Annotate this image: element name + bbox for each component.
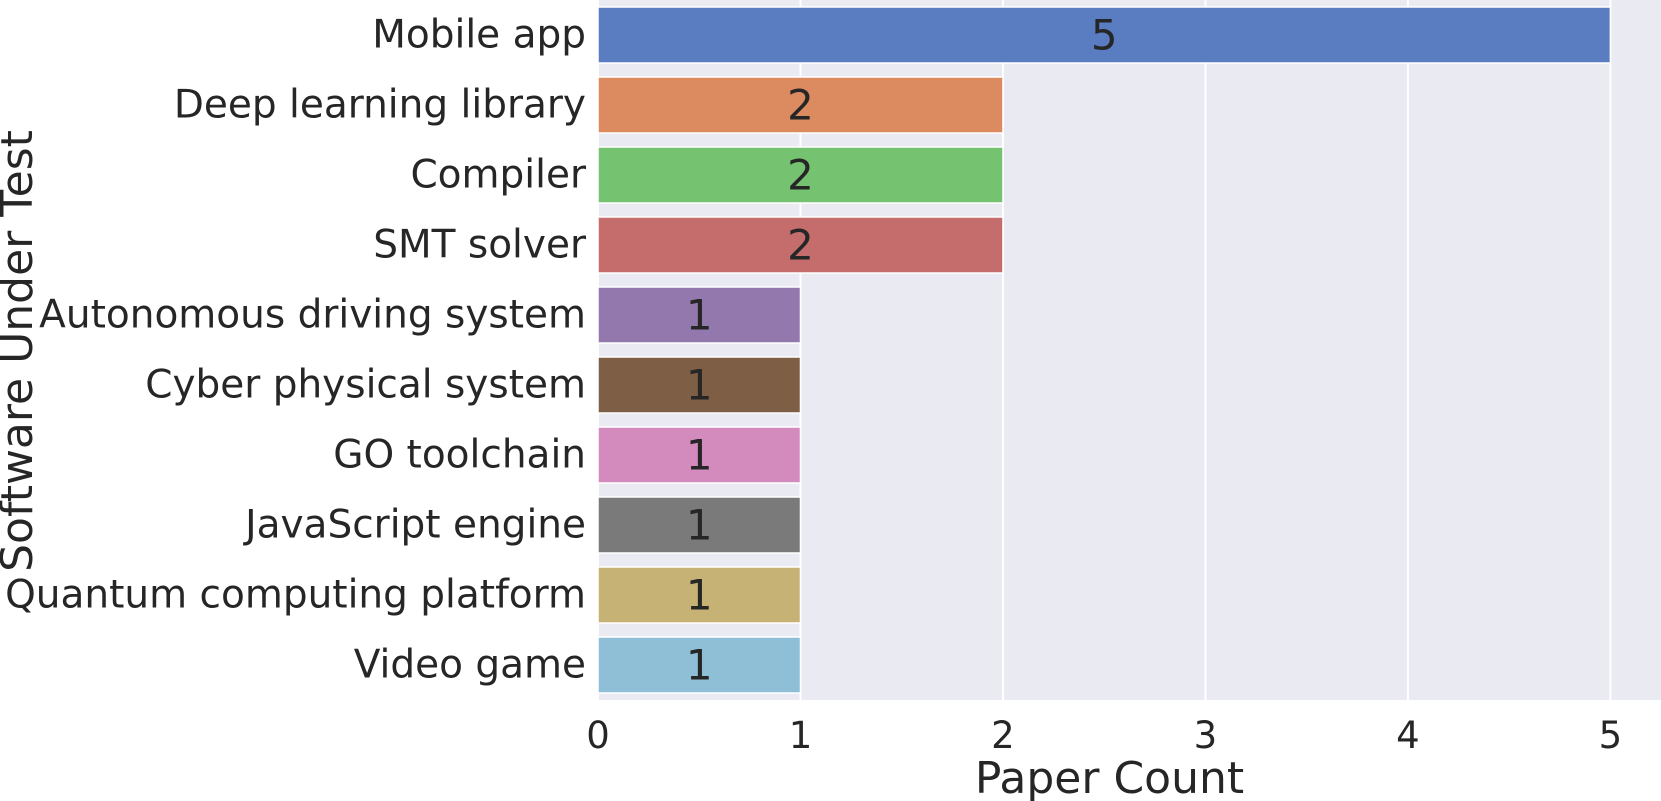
category-label: GO toolchain bbox=[333, 433, 586, 478]
category-label: Autonomous driving system bbox=[39, 293, 586, 338]
bar-value-label: 1 bbox=[686, 641, 713, 690]
y-axis-title: Software Under Test bbox=[0, 130, 43, 572]
x-tick-labels: 0 1 2 3 4 5 bbox=[586, 714, 1622, 757]
x-tick-label: 2 bbox=[991, 714, 1015, 757]
x-tick-label: 4 bbox=[1396, 714, 1420, 757]
category-label: Compiler bbox=[410, 153, 587, 198]
x-tick-label: 3 bbox=[1194, 714, 1218, 757]
bar bbox=[597, 6, 1612, 64]
bar bbox=[597, 426, 802, 484]
bar-value-label: 2 bbox=[787, 151, 814, 200]
bar-value-label: 1 bbox=[686, 361, 713, 410]
x-axis-title: Paper Count bbox=[975, 753, 1244, 801]
category-label: Quantum computing platform bbox=[5, 573, 586, 618]
bar bbox=[597, 356, 802, 414]
x-tick-label: 0 bbox=[586, 714, 610, 757]
bar-value-label: 1 bbox=[686, 501, 713, 550]
category-label: Deep learning library bbox=[174, 83, 586, 128]
bar bbox=[597, 636, 802, 694]
bar-value-label: 2 bbox=[787, 221, 814, 270]
bar-value-label: 2 bbox=[787, 81, 814, 130]
x-tick-label: 1 bbox=[789, 714, 813, 757]
bar bbox=[597, 566, 802, 624]
bars bbox=[597, 6, 1612, 694]
bar bbox=[597, 496, 802, 554]
bar-value-labels: 5 2 2 2 1 1 1 1 1 1 bbox=[686, 11, 1118, 690]
bar bbox=[597, 146, 1004, 204]
bar-value-label: 1 bbox=[686, 291, 713, 340]
category-label: Mobile app bbox=[372, 13, 586, 58]
bar bbox=[597, 76, 1004, 134]
bar-value-label: 5 bbox=[1091, 11, 1118, 60]
category-label: SMT solver bbox=[373, 223, 587, 268]
bar bbox=[597, 286, 802, 344]
category-labels: Mobile app Deep learning library Compiler S… bbox=[5, 13, 587, 688]
bar-value-label: 1 bbox=[686, 431, 713, 480]
category-label: Video game bbox=[354, 643, 586, 688]
bar-value-label: 1 bbox=[686, 571, 713, 620]
category-label: JavaScript engine bbox=[242, 503, 586, 548]
category-label: Cyber physical system bbox=[145, 363, 586, 408]
x-tick-label: 5 bbox=[1599, 714, 1623, 757]
bar bbox=[597, 216, 1004, 274]
